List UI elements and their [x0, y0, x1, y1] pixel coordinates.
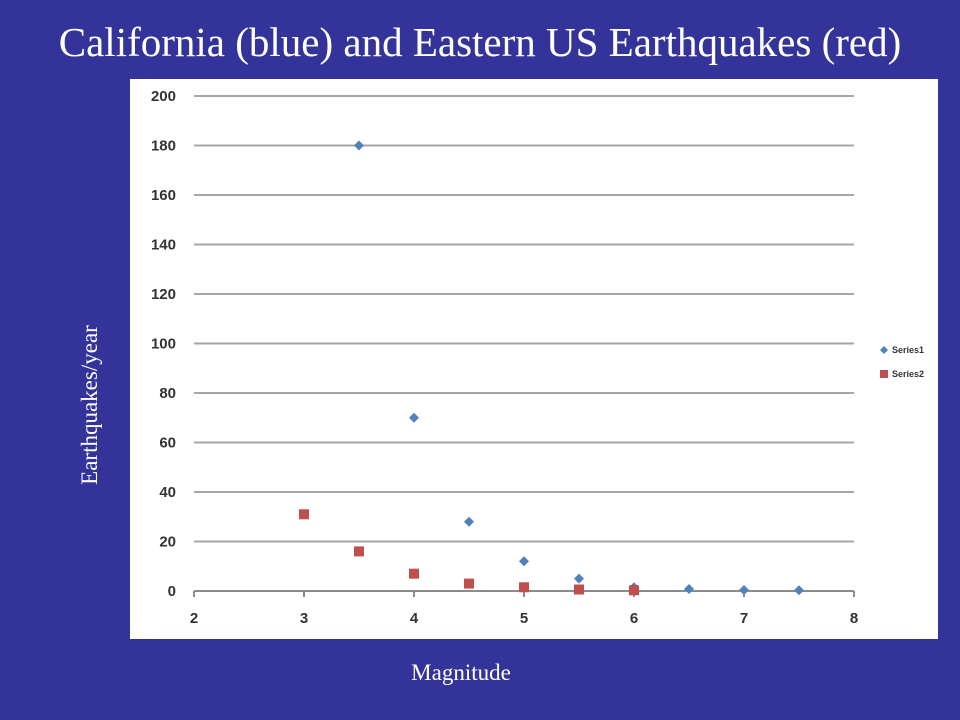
chart-panel: 0 20 40 60 80 100 120 140 160 180 200 2 3 4 5 6 7 8 Series…: [130, 79, 938, 639]
y-tick-label: 200: [151, 88, 176, 105]
series-2-point: [574, 584, 584, 595]
scatter-chart: 0 20 40 60 80 100 120 140 160 180 200 2 3 4 5 6 7 8 Series…: [151, 88, 924, 627]
x-tick-label: 2: [190, 610, 198, 627]
y-tick-label: 120: [151, 286, 176, 303]
legend-label: Series2: [892, 369, 924, 379]
x-tick-label: 4: [410, 610, 419, 627]
y-tick-label: 80: [159, 385, 176, 402]
series-1-point: [739, 585, 749, 596]
series-1-point: [574, 573, 584, 584]
series-2-point: [629, 585, 639, 596]
series-1-point: [794, 585, 804, 596]
series-2-point: [409, 568, 419, 579]
y-tick-label: 100: [151, 336, 176, 353]
series-1-point: [464, 516, 474, 527]
y-tick-label: 140: [151, 237, 176, 254]
x-tick-label: 6: [630, 610, 638, 627]
series-2-point: [519, 582, 529, 593]
y-tick-label: 20: [159, 534, 176, 551]
x-tick-label: 7: [740, 610, 748, 627]
series-2-point: [464, 578, 474, 589]
legend-marker: [880, 346, 888, 354]
series-2-point: [299, 509, 309, 520]
series-1-point: [409, 412, 419, 423]
legend-label: Series1: [892, 345, 924, 355]
y-tick-label: 40: [159, 484, 176, 501]
legend-marker: [880, 370, 888, 378]
y-tick-label: 160: [151, 187, 176, 204]
series-1-point: [519, 556, 529, 567]
series-1-point: [354, 140, 364, 151]
slide-title: California (blue) and Eastern US Earthqu…: [58, 19, 902, 65]
series-2-point: [354, 546, 364, 557]
x-axis-label: Magnitude: [411, 660, 511, 685]
x-tick-label: 5: [520, 610, 528, 627]
x-tick-label: 8: [850, 610, 858, 627]
y-tick-label: 0: [168, 583, 176, 600]
series-1-point: [684, 584, 694, 595]
y-tick-label: 60: [159, 435, 176, 452]
x-tick-label: 3: [300, 610, 308, 627]
y-axis-label: Earthquakes/year: [77, 325, 102, 485]
y-tick-label: 180: [151, 138, 176, 155]
